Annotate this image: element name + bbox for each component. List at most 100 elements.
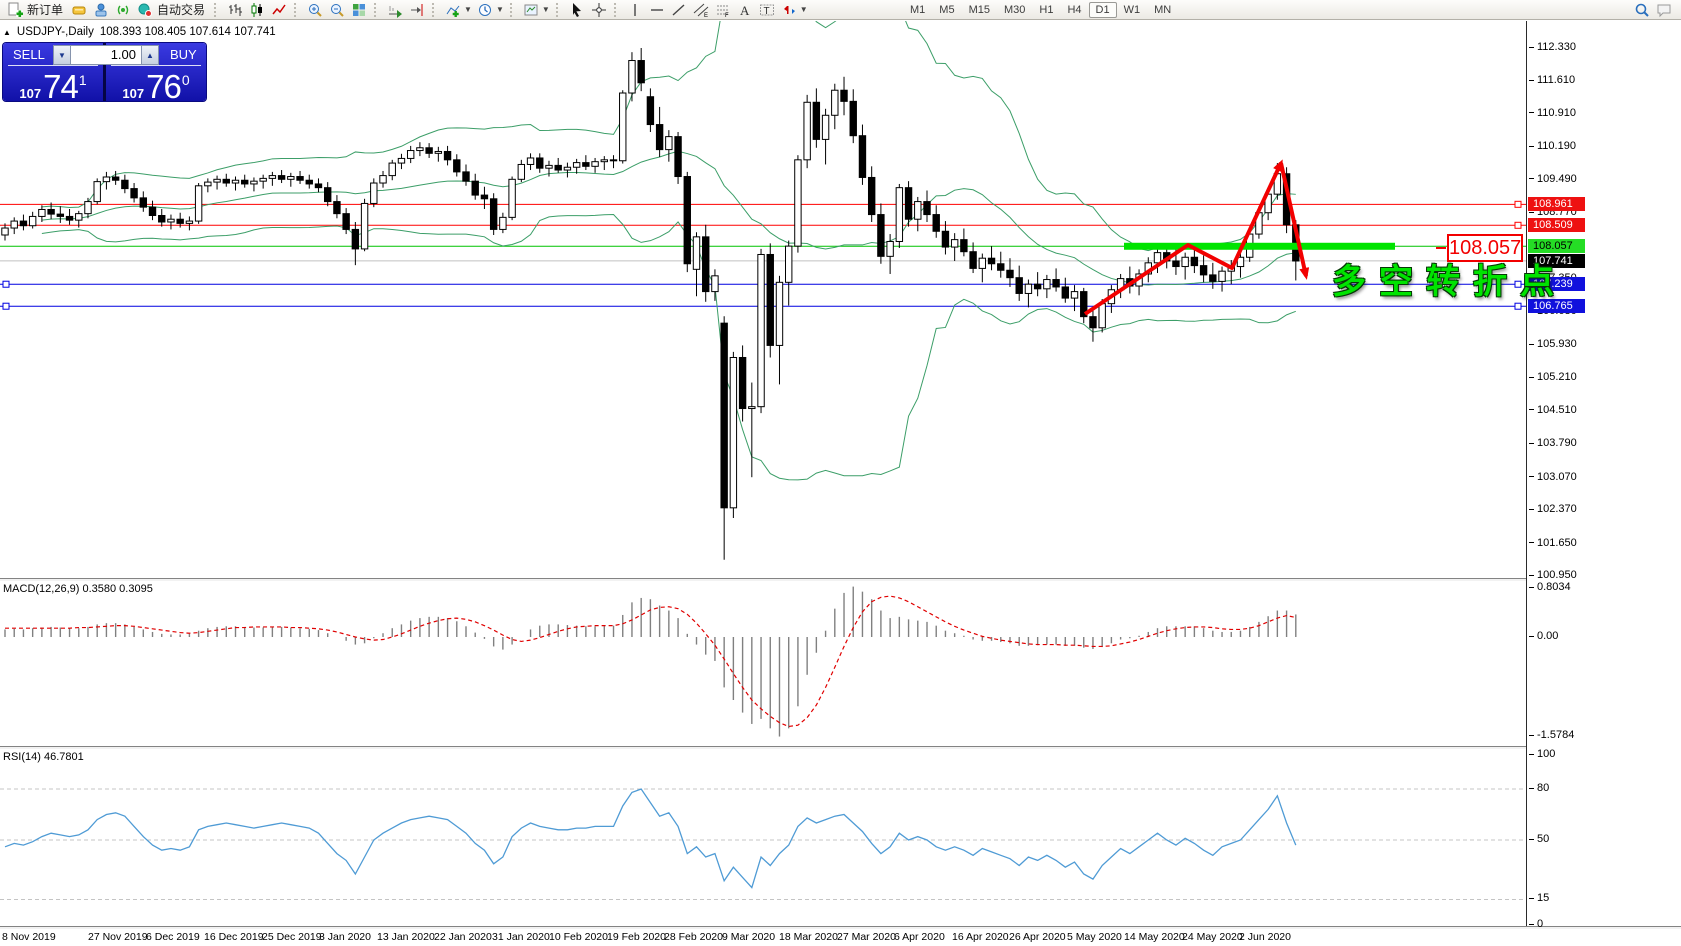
- buy-price-prefix: 107: [122, 86, 145, 101]
- toolbar-grip: [214, 2, 220, 17]
- price-axis-tick: 109.490: [1529, 173, 1577, 186]
- trade-panel-collapse-arrow[interactable]: ▲: [3, 27, 11, 37]
- auto-trading-icon[interactable]: [134, 1, 156, 19]
- date-label: 27 Mar 2020: [837, 931, 896, 943]
- price-callout-box[interactable]: 108.057: [1447, 234, 1523, 262]
- auto-scroll-icon[interactable]: [384, 1, 406, 19]
- price-axis-tick: 105.930: [1529, 338, 1577, 351]
- fibonacci-tool-icon[interactable]: F: [712, 1, 734, 19]
- tile-windows-icon[interactable]: [348, 1, 370, 19]
- timeframe-button-MN[interactable]: MN: [1154, 4, 1172, 16]
- svg-text:A: A: [740, 3, 750, 18]
- date-label: 16 Apr 2020: [952, 931, 1009, 943]
- timeframe-button-M15[interactable]: M15: [968, 4, 990, 16]
- sell-price-big: 74: [43, 68, 79, 105]
- arrows-tool-icon[interactable]: [778, 1, 800, 19]
- periods-dropdown-caret[interactable]: ▼: [495, 5, 504, 14]
- profiles-icon[interactable]: [68, 1, 90, 19]
- svg-text:F: F: [725, 13, 729, 18]
- expert-advisors-icon[interactable]: [90, 1, 112, 19]
- equidistant-channel-tool-icon[interactable]: E: [690, 1, 712, 19]
- price-tag: 107.741: [1528, 253, 1585, 268]
- symbol-title: ▲ USDJPY-,Daily 108.393 108.405 107.614 …: [3, 26, 276, 38]
- buy-price-big: 76: [146, 68, 182, 105]
- rsi-axis-label: 100: [1529, 748, 1555, 761]
- trendline-tool-icon[interactable]: [668, 1, 690, 19]
- indicators-icon[interactable]: [442, 1, 464, 19]
- date-label: 22 Jan 2020: [434, 931, 492, 943]
- horizontal-line-tool-icon[interactable]: [646, 1, 668, 19]
- date-label: 19 Feb 2020: [607, 931, 666, 943]
- main-chart-pane: ▲ USDJPY-,Daily 108.393 108.405 107.614 …: [0, 21, 1526, 578]
- buy-divider: [111, 65, 201, 66]
- date-label: 8 Nov 2019: [2, 931, 56, 943]
- macd-axis-label: -1.5784: [1529, 729, 1574, 742]
- templates-icon[interactable]: [520, 1, 542, 19]
- timeframe-button-D1[interactable]: D1: [1088, 2, 1117, 18]
- rsi-axis-label: 50: [1529, 833, 1549, 846]
- price-tag: 106.765: [1528, 299, 1585, 314]
- timeframe-button-M30[interactable]: M30: [1003, 4, 1026, 16]
- price-axis-tick: 112.330: [1529, 41, 1576, 54]
- crosshair-icon[interactable]: [588, 1, 610, 19]
- date-label: 27 Nov 2019: [88, 931, 148, 943]
- sell-button[interactable]: SELL 107 74 1: [3, 43, 103, 105]
- toolbar-grip: [432, 2, 438, 17]
- indicators-dropdown-caret[interactable]: ▼: [464, 5, 472, 14]
- timeframe-button-M5[interactable]: M5: [939, 4, 955, 16]
- turning-point-annotation[interactable]: 多空转折点: [1332, 263, 1567, 301]
- signals-icon[interactable]: [112, 1, 134, 19]
- macd-panel: MACD(12,26,9) 0.3580 0.3095: [0, 581, 1526, 746]
- volume-input[interactable]: 1.00: [71, 45, 141, 65]
- timeframe-button-M1[interactable]: M1: [910, 4, 926, 16]
- price-axis-tick: 101.650: [1529, 537, 1577, 550]
- vertical-line-tool-icon[interactable]: [624, 1, 646, 19]
- rsi-axis-label: 0: [1529, 918, 1543, 931]
- chart-shift-icon[interactable]: [406, 1, 428, 19]
- timeframe-button-H1[interactable]: H1: [1039, 4, 1054, 16]
- search-icon[interactable]: [1631, 1, 1653, 19]
- templates-dropdown-caret[interactable]: ▼: [541, 5, 550, 14]
- rsi-label: RSI(14) 46.7801: [3, 751, 84, 763]
- line-chart-icon[interactable]: [268, 1, 290, 19]
- periods-icon[interactable]: [474, 1, 496, 19]
- price-axis-tick: 104.510: [1529, 404, 1577, 417]
- one-click-trade-panel: SELL 107 74 1 BUY 107 76 0 ▼ 1.00 ▲: [3, 43, 206, 105]
- volume-increase-button[interactable]: ▲: [141, 45, 159, 65]
- symbol-quote-ohlc: 108.393 108.405 107.614 107.741: [99, 26, 276, 38]
- price-tag: 108.509: [1528, 218, 1585, 233]
- svg-text:T: T: [763, 6, 769, 17]
- date-label: 2 Jun 2020: [1239, 931, 1291, 943]
- timeframe-group: M1 M5 M15 M30 H1 H4 D1 W1 MN: [903, 1, 1178, 19]
- date-label: 14 May 2020: [1124, 931, 1185, 943]
- buy-price-sup: 0: [181, 72, 190, 88]
- chat-icon[interactable]: [1653, 1, 1675, 19]
- date-label: 3 Jan 2020: [319, 931, 371, 943]
- timeframe-button-H4[interactable]: H4: [1067, 4, 1082, 16]
- toolbar-grip: [555, 2, 562, 17]
- arrows-dropdown-caret[interactable]: ▼: [799, 5, 808, 14]
- new-order-label[interactable]: 新订单: [27, 3, 64, 17]
- bar-chart-icon[interactable]: [224, 1, 246, 19]
- macd-canvas[interactable]: [0, 581, 1526, 746]
- cursor-icon[interactable]: [566, 1, 588, 19]
- date-label: 16 Dec 2019: [204, 931, 264, 943]
- candlestick-chart-icon[interactable]: [246, 1, 268, 19]
- chart-canvas[interactable]: [0, 21, 1526, 578]
- price-tag: 108.961: [1528, 197, 1585, 212]
- new-order-button[interactable]: [4, 1, 26, 19]
- zoom-out-icon[interactable]: [326, 1, 348, 19]
- volume-decrease-button[interactable]: ▼: [53, 45, 71, 65]
- text-tool-icon[interactable]: A: [734, 1, 756, 19]
- date-label: 10 Feb 2020: [549, 931, 608, 943]
- rsi-axis-label: 80: [1529, 782, 1549, 795]
- toolbar-grip: [294, 2, 300, 17]
- text-label-tool-icon[interactable]: T: [756, 1, 778, 19]
- date-label: 9 Mar 2020: [722, 931, 776, 943]
- zoom-in-icon[interactable]: [304, 1, 326, 19]
- auto-trading-label[interactable]: 自动交易: [157, 3, 206, 17]
- rsi-canvas[interactable]: [0, 749, 1526, 926]
- buy-button[interactable]: BUY 107 76 0: [106, 43, 206, 105]
- sell-price-sup: 1: [78, 72, 87, 88]
- timeframe-button-W1[interactable]: W1: [1123, 4, 1141, 16]
